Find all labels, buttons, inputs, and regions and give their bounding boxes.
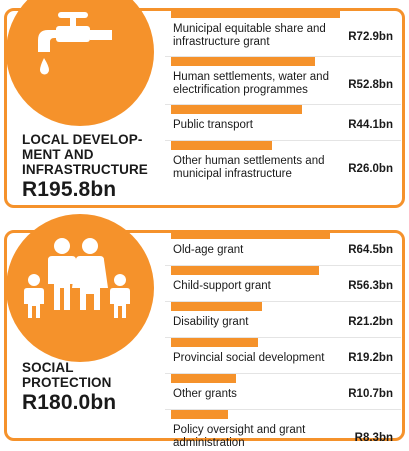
item-value: R26.0bn: [348, 163, 393, 175]
item-value: R21.2bn: [348, 316, 393, 328]
section-total: R195.8bn: [22, 178, 117, 201]
section-total: R180.0bn: [22, 391, 117, 414]
item-value: R64.5bn: [348, 244, 393, 256]
list-item: Other human settlements and municipal in…: [165, 141, 401, 189]
heading-line: PROTECTION: [22, 375, 112, 390]
list-item: Public transport R44.1bn: [165, 105, 401, 141]
heading-line: INFRASTRUCTURE: [22, 162, 148, 177]
item-value: R44.1bn: [348, 119, 393, 131]
list-item: Disability grant R21.2bn: [165, 302, 401, 338]
item-label: Municipal equitable share and infrastruc…: [173, 23, 326, 48]
list-item: Old-age grant R64.5bn: [165, 230, 401, 266]
amount-bar: [171, 105, 302, 114]
heading-line: MENT AND: [22, 147, 94, 162]
item-value: R19.2bn: [348, 352, 393, 364]
item-label: Old-age grant: [173, 244, 244, 256]
item-value: R10.7bn: [348, 388, 393, 400]
local-development-section: LOCAL DEVELOP- MENT AND INFRASTRUCTURE R…: [0, 0, 409, 212]
amount-bar: [171, 141, 272, 150]
allocation-list: Municipal equitable share and infrastruc…: [165, 9, 401, 189]
item-label: Public transport: [173, 119, 253, 131]
amount-bar: [171, 410, 228, 419]
list-item: Provincial social development R19.2bn: [165, 338, 401, 374]
heading-line: LOCAL DEVELOP-: [22, 132, 143, 147]
amount-bar: [171, 266, 319, 275]
list-item: Other grants R10.7bn: [165, 374, 401, 410]
amount-bar: [171, 9, 340, 18]
list-item: Policy oversight and grant administratio…: [165, 410, 401, 451]
item-value: R72.9bn: [348, 31, 393, 43]
heading-line: SOCIAL: [22, 360, 74, 375]
item-label: Provincial social development: [173, 352, 325, 364]
amount-bar: [171, 374, 236, 383]
item-label: Other human settlements and municipal in…: [173, 155, 325, 180]
section-heading: SOCIAL PROTECTION R180.0bn: [22, 360, 116, 415]
item-label: Human settlements, water and electrifica…: [173, 71, 329, 96]
amount-bar: [171, 57, 315, 66]
item-label: Child-support grant: [173, 280, 271, 292]
item-label: Other grants: [173, 388, 237, 400]
water-tap-icon: [38, 12, 112, 75]
list-item: Human settlements, water and electrifica…: [165, 57, 401, 105]
list-item: Municipal equitable share and infrastruc…: [165, 9, 401, 57]
item-value: R56.3bn: [348, 280, 393, 292]
list-item: Child-support grant R56.3bn: [165, 266, 401, 302]
icon-circle: [6, 0, 154, 126]
section-heading: LOCAL DEVELOP- MENT AND INFRASTRUCTURE R…: [22, 132, 148, 202]
allocation-list: Old-age grant R64.5bn Child-support gran…: [165, 230, 401, 451]
family-icon: [24, 238, 130, 318]
amount-bar: [171, 338, 258, 347]
social-protection-section: SOCIAL PROTECTION R180.0bn Old-age grant…: [0, 214, 409, 449]
item-value: R8.3bn: [354, 432, 393, 444]
icon-circle: [6, 214, 154, 362]
item-value: R52.8bn: [348, 79, 393, 91]
amount-bar: [171, 230, 330, 239]
item-label: Policy oversight and grant administratio…: [173, 424, 306, 449]
item-label: Disability grant: [173, 316, 249, 328]
amount-bar: [171, 302, 262, 311]
